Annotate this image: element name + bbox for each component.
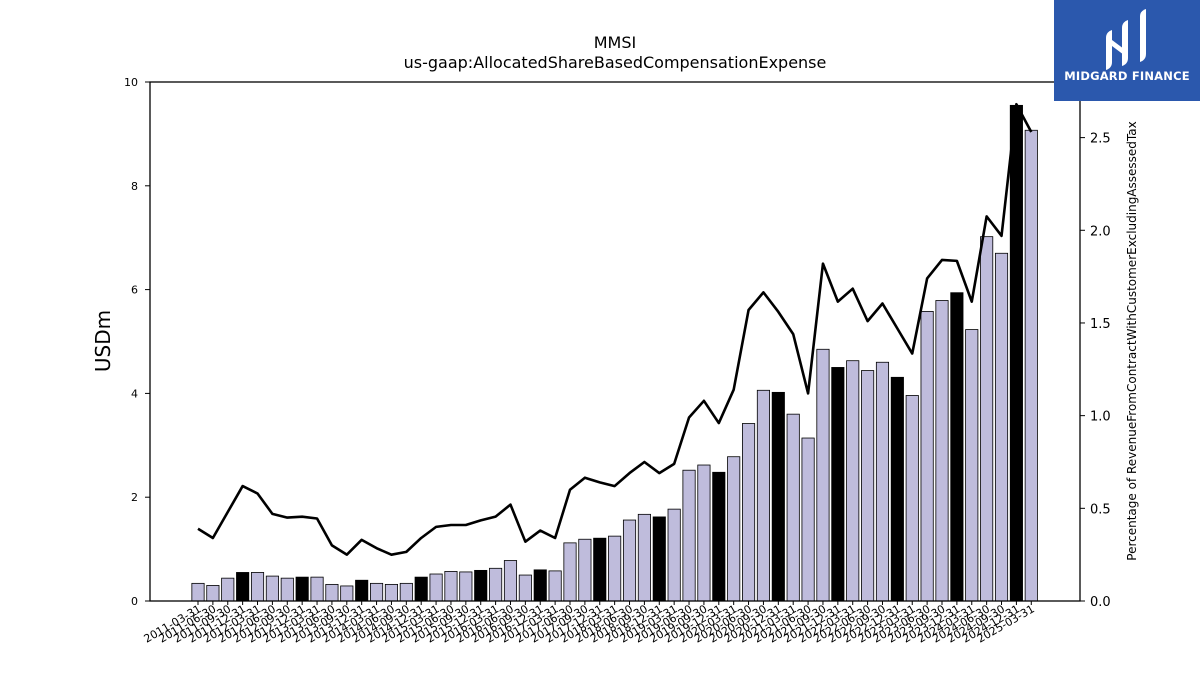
logo-text: MIDGARD FINANCE <box>1064 69 1190 83</box>
bar-2020-09-30 <box>756 389 770 602</box>
y-tick-label: 10 <box>124 76 138 89</box>
bar-2012-03-31 <box>250 572 265 602</box>
bar-2011-12-31 <box>236 572 250 602</box>
bar-2019-09-30 <box>697 464 711 602</box>
y-tick-label: 6 <box>131 284 138 297</box>
bar-2016-12-31 <box>533 569 547 602</box>
bar-2023-12-31 <box>950 292 964 602</box>
bar-2017-09-30 <box>578 538 592 602</box>
y2-tick-label: 1.0 <box>1090 410 1111 425</box>
bar-2022-03-31 <box>846 360 860 602</box>
bar-2025-03-31 <box>1024 129 1038 602</box>
y2-tick-label: 2.5 <box>1090 132 1111 147</box>
y2-tick-label: 0.0 <box>1090 595 1111 610</box>
bar-2014-09-30 <box>399 582 413 602</box>
bar-2014-06-30 <box>384 583 398 602</box>
bar-2018-09-30 <box>637 513 651 602</box>
bar-2024-03-31 <box>965 329 979 602</box>
bar-2013-03-31 <box>310 576 324 602</box>
bar-2015-06-30 <box>444 571 458 602</box>
bar-2016-09-30 <box>518 574 532 602</box>
bar-2020-06-30 <box>742 423 756 602</box>
y-tick-label: 2 <box>131 491 138 504</box>
chart-subtitle: us-gaap:AllocatedShareBasedCompensationE… <box>404 53 827 72</box>
bar-2012-06-30 <box>265 575 279 602</box>
bar-2020-03-31 <box>727 456 741 602</box>
bar-2015-03-31 <box>429 573 443 602</box>
bar-2013-06-30 <box>325 583 339 602</box>
bar-2024-12-31 <box>1009 104 1023 602</box>
bar-2016-06-30 <box>503 560 518 602</box>
bar-2021-03-31 <box>786 413 800 602</box>
bar-2019-03-31 <box>667 508 681 602</box>
bar-2017-12-31 <box>593 537 607 602</box>
bar-2013-12-31 <box>355 579 369 602</box>
bar-2022-06-30 <box>861 370 875 602</box>
y2-tick-label: 2.0 <box>1090 224 1111 239</box>
bar-2011-06-30 <box>206 585 220 602</box>
bar-2011-03-31 <box>191 582 205 602</box>
bar-2011-09-30 <box>221 577 235 602</box>
plot-frame <box>149 81 1081 602</box>
bar-2017-06-30 <box>563 542 577 602</box>
bar-2024-09-30 <box>994 252 1009 602</box>
brand-logo: MIDGARD FINANCE <box>1054 0 1200 101</box>
ratio-line <box>197 102 1033 556</box>
bar-2014-12-31 <box>414 576 428 602</box>
y-tick-label: 8 <box>131 180 138 193</box>
bar-2023-06-30 <box>920 310 934 602</box>
bar-2020-12-31 <box>771 391 785 602</box>
bar-2019-12-31 <box>712 471 726 602</box>
bar-2024-06-30 <box>980 236 994 602</box>
y-tick-label: 4 <box>131 387 138 400</box>
bar-2021-12-31 <box>831 367 845 602</box>
logo-mark-icon <box>1106 9 1146 70</box>
bar-2012-09-30 <box>280 577 294 602</box>
y-tick-label: 0 <box>131 595 138 608</box>
bar-2016-03-31 <box>489 567 503 602</box>
bar-2017-03-31 <box>548 570 562 602</box>
y2-tick-label: 1.5 <box>1090 317 1111 332</box>
bar-2018-12-31 <box>652 516 666 602</box>
bar-2019-06-30 <box>682 469 696 602</box>
plot-area: 02468100.00.51.01.52.02.52011-03-312011-… <box>124 76 1111 646</box>
bar-2012-12-31 <box>295 576 309 602</box>
bar-2014-03-31 <box>370 582 384 602</box>
bar-2022-09-30 <box>875 361 890 602</box>
y-axis-label: USDm <box>91 310 115 372</box>
bar-2022-12-31 <box>890 376 904 602</box>
chart-title: MMSI <box>594 33 636 52</box>
bar-2021-06-30 <box>801 437 815 602</box>
bar-2013-09-30 <box>340 585 354 602</box>
bar-2023-09-30 <box>935 300 949 602</box>
bar-2021-09-30 <box>816 348 830 602</box>
bar-2018-06-30 <box>622 519 637 602</box>
bar-2023-03-31 <box>905 395 919 602</box>
y2-tick-label: 0.5 <box>1090 502 1111 517</box>
bar-2015-09-30 <box>459 571 473 602</box>
bar-2018-03-31 <box>608 535 622 602</box>
y2-axis-label: Percentage of RevenueFromContractWithCus… <box>1125 121 1139 560</box>
bar-2015-12-31 <box>474 569 488 602</box>
